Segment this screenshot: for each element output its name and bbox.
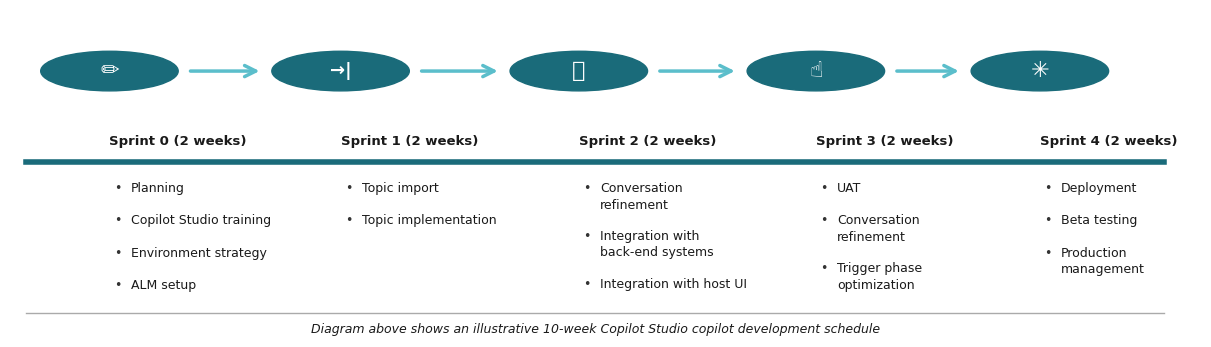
Text: Copilot Studio training: Copilot Studio training (131, 214, 271, 228)
Text: ✏: ✏ (101, 61, 119, 81)
Text: Environment strategy: Environment strategy (131, 247, 266, 260)
Circle shape (747, 51, 884, 91)
Text: Topic import: Topic import (362, 182, 438, 195)
Text: ☝: ☝ (809, 61, 822, 81)
Text: Sprint 2 (2 weeks): Sprint 2 (2 weeks) (579, 135, 716, 147)
Text: ⎙: ⎙ (572, 61, 585, 81)
Circle shape (971, 51, 1108, 91)
Text: Topic implementation: Topic implementation (362, 214, 497, 228)
Text: •: • (345, 214, 352, 228)
Text: •: • (584, 278, 591, 291)
Text: •: • (114, 279, 121, 293)
Text: •: • (1045, 182, 1052, 195)
Text: •: • (584, 182, 591, 195)
Text: Production
management: Production management (1061, 247, 1146, 277)
Text: Sprint 4 (2 weeks): Sprint 4 (2 weeks) (1040, 135, 1177, 147)
Text: •: • (114, 247, 121, 260)
Text: Trigger phase
optimization: Trigger phase optimization (837, 262, 923, 292)
Text: Conversation
refinement: Conversation refinement (601, 182, 683, 212)
Circle shape (510, 51, 648, 91)
Text: •: • (821, 182, 828, 195)
Text: Integration with host UI: Integration with host UI (601, 278, 747, 291)
Text: Sprint 0 (2 weeks): Sprint 0 (2 weeks) (109, 135, 247, 147)
Text: •: • (345, 182, 352, 195)
Text: ALM setup: ALM setup (131, 279, 196, 293)
Text: •: • (821, 262, 828, 275)
Text: →|: →| (329, 62, 351, 80)
Text: •: • (114, 182, 121, 195)
Text: Planning: Planning (131, 182, 184, 195)
Text: •: • (821, 214, 828, 228)
Text: Sprint 3 (2 weeks): Sprint 3 (2 weeks) (816, 135, 953, 147)
Text: •: • (1045, 247, 1052, 260)
Text: Deployment: Deployment (1061, 182, 1137, 195)
Text: •: • (584, 230, 591, 243)
Text: UAT: UAT (837, 182, 861, 195)
Circle shape (271, 51, 409, 91)
Text: ✳: ✳ (1031, 61, 1049, 81)
Text: •: • (1045, 214, 1052, 228)
Text: Conversation
refinement: Conversation refinement (837, 214, 920, 244)
Text: •: • (114, 214, 121, 228)
Text: Integration with
back-end systems: Integration with back-end systems (601, 230, 713, 259)
Text: Diagram above shows an illustrative 10-week Copilot Studio copilot development s: Diagram above shows an illustrative 10-w… (311, 323, 880, 336)
Circle shape (41, 51, 178, 91)
Text: Sprint 1 (2 weeks): Sprint 1 (2 weeks) (340, 135, 478, 147)
Text: Beta testing: Beta testing (1061, 214, 1137, 228)
